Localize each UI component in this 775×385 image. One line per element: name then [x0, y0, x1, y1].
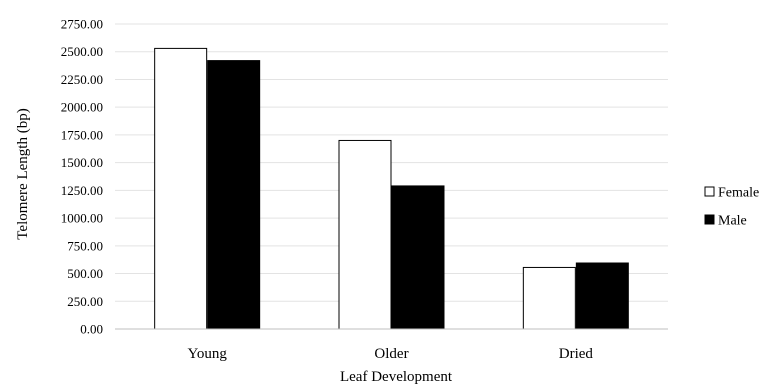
y-tick-label: 1750.00 — [61, 127, 103, 142]
y-tick-label: 2250.00 — [61, 72, 103, 87]
y-tick-label: 1000.00 — [61, 211, 103, 226]
y-tick-label: 1500.00 — [61, 155, 103, 170]
y-tick-label: 2000.00 — [61, 100, 103, 115]
x-category-label: Older — [374, 346, 408, 362]
y-tick-labels: 0.00 250.00 500.00 750.00 1000.00 1250.00 1500… — [61, 17, 103, 337]
legend-swatch-male — [704, 214, 715, 225]
x-category-labels: Young Older Dried — [187, 346, 593, 362]
x-axis-title: Leaf Development — [340, 369, 453, 385]
legend-swatch-female — [704, 186, 715, 197]
bar-female-dried — [522, 266, 576, 330]
y-tick-label: 500.00 — [67, 266, 103, 281]
legend-label-male: Male — [718, 214, 747, 229]
legend: Female Male — [704, 186, 759, 229]
y-tick-label: 2750.00 — [61, 17, 103, 32]
bar-female-older — [338, 139, 392, 330]
x-category-label: Young — [187, 346, 227, 362]
y-tick-label: 750.00 — [67, 238, 103, 253]
bar-female-young — [154, 47, 208, 330]
y-tick-label: 250.00 — [67, 294, 103, 309]
bar-male-dried — [575, 262, 629, 330]
legend-label-female: Female — [718, 186, 759, 201]
y-tick-label: 1250.00 — [61, 183, 103, 198]
y-tick-label: 0.00 — [80, 322, 103, 337]
bar-male-older — [391, 185, 445, 330]
y-axis-title: Telomere Length (bp) — [15, 108, 31, 239]
bars — [154, 47, 629, 330]
x-category-label: Dried — [559, 346, 594, 362]
bar-male-young — [207, 60, 261, 330]
y-tick-label: 2500.00 — [61, 44, 103, 59]
